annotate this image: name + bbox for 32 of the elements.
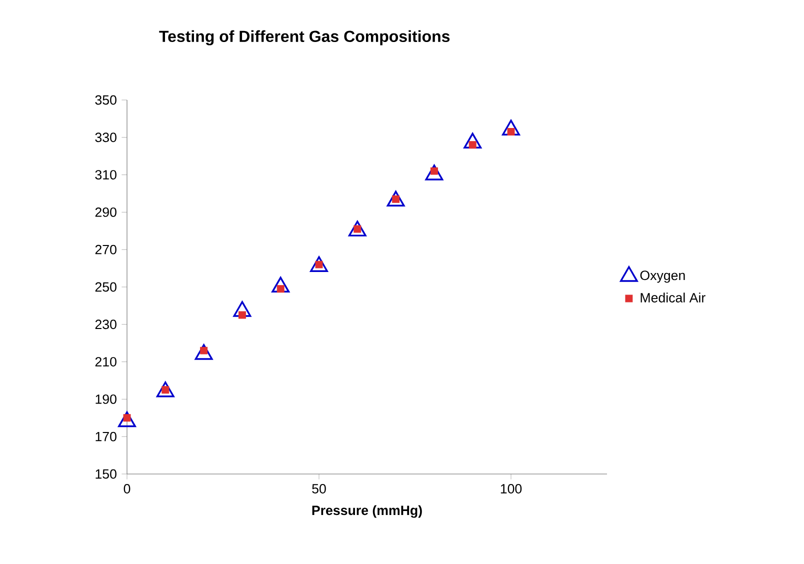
- y-tick-label: 210: [95, 357, 116, 367]
- x-tick-label: 50: [312, 484, 326, 494]
- legend-label: Oxygen: [640, 270, 685, 283]
- chart-title: Testing of Different Gas Compositions: [159, 30, 450, 46]
- x-tick-label: 100: [500, 484, 522, 494]
- point: [272, 276, 290, 293]
- y-tick-label: 230: [95, 320, 116, 330]
- y-tick-label: 270: [95, 244, 116, 254]
- point: [310, 256, 328, 272]
- y-tick-label: 350: [95, 95, 116, 105]
- y-tick-label: 330: [95, 132, 116, 142]
- point: [315, 260, 323, 268]
- legend-label: Medical Air: [640, 292, 706, 302]
- point: [348, 220, 366, 236]
- point: [194, 344, 213, 360]
- y-tick-label: 190: [96, 394, 116, 404]
- y-tick-label: 170: [96, 432, 116, 442]
- point: [354, 225, 362, 233]
- point: [156, 382, 174, 398]
- y-tick-label: 310: [95, 170, 116, 180]
- point: [468, 141, 476, 149]
- y-tick-label: 290: [95, 207, 116, 217]
- x-tick-label: 0: [124, 484, 130, 494]
- point: [430, 167, 438, 175]
- point: [386, 190, 405, 207]
- point: [392, 195, 400, 203]
- point: [233, 301, 252, 317]
- y-tick-label: 250: [95, 282, 116, 292]
- point: [507, 128, 515, 136]
- point: [118, 411, 136, 428]
- y-tick-label: 150: [96, 469, 116, 479]
- x-axis-title: Pressure (mmHg): [312, 505, 422, 518]
